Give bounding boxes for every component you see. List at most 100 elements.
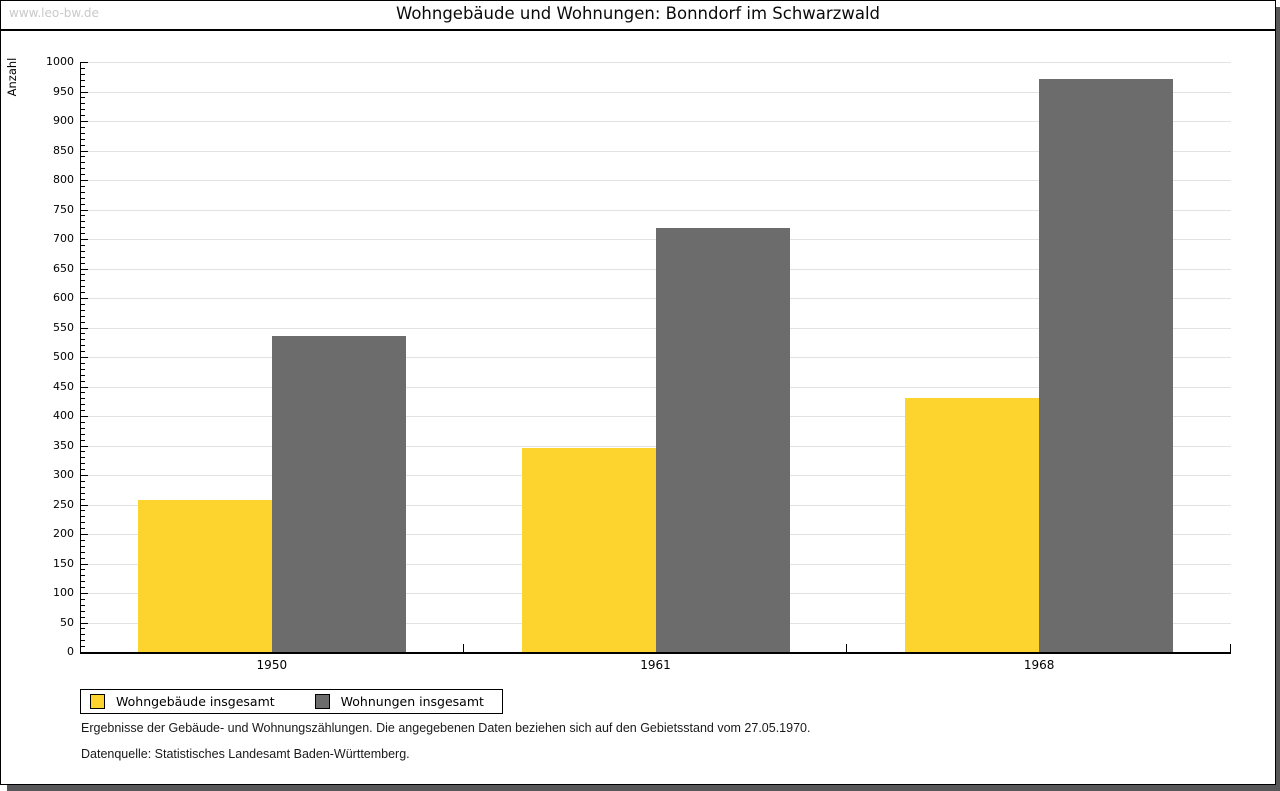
y-minor-tick [81,262,85,264]
gridline [81,180,1231,181]
y-minor-tick [81,345,85,347]
y-minor-tick [81,292,85,294]
y-tick-label: 100 [53,586,74,599]
y-tick-label: 850 [53,143,74,157]
y-minor-tick [81,144,85,146]
y-minor-tick [81,563,88,565]
gridline [81,91,1231,93]
y-minor-tick [81,126,85,128]
y-minor-tick [81,374,85,376]
y-tick-label: 700 [53,232,74,245]
x-boundary-tick [1230,644,1231,652]
y-minor-tick [81,404,85,406]
y-tick-label: 800 [53,173,74,186]
y-minor-tick [81,256,85,258]
y-tick-label: 1000 [46,55,74,68]
y-minor-tick [81,315,85,317]
y-minor-tick [81,197,85,199]
y-minor-tick [81,191,85,193]
y-minor-tick [81,357,88,358]
legend: Wohngebäude insgesamt Wohnungen insgesam… [80,689,503,714]
y-minor-tick [81,575,85,577]
y-minor-tick [81,516,85,518]
y-minor-tick [81,433,85,435]
y-minor-tick [81,421,85,423]
y-minor-tick [81,569,85,571]
y-minor-tick [81,522,85,524]
y-minor-tick [81,239,88,240]
y-minor-tick [81,244,85,246]
y-tick-label: 650 [53,261,74,275]
y-minor-tick [81,528,85,530]
y-minor-tick [81,203,85,205]
y-tick-label: 50 [60,615,74,629]
x-boundary-tick [846,644,848,652]
footnote-datenquelle: Datenquelle: Statistisches Landesamt Bad… [81,747,410,761]
y-minor-tick [81,67,85,69]
y-minor-tick [81,492,85,494]
bar-wohnungen-1961 [655,227,790,652]
y-minor-tick [81,486,85,488]
x-boundary-tick [462,644,464,652]
y-minor-tick [81,545,85,547]
y-minor-tick [81,622,88,624]
y-minor-tick [81,362,85,364]
y-minor-tick [81,221,85,223]
y-minor-tick [81,463,85,465]
bar-wohngebäude-1950 [137,499,272,652]
gridline [81,209,1231,211]
y-minor-tick [81,156,85,158]
y-tick-label: 550 [53,320,74,334]
y-minor-tick [81,233,85,235]
y-minor-tick [81,185,85,187]
y-minor-tick [81,604,85,606]
legend-item-wohnungen: Wohnungen insgesamt [314,694,484,709]
y-minor-tick [81,581,85,583]
y-minor-tick [81,109,85,111]
y-tick-label: 200 [53,527,74,540]
y-minor-tick [81,445,88,447]
footnotes: Ergebnisse der Gebäude- und Wohnungszähl… [81,721,810,773]
y-minor-tick [81,439,85,441]
y-tick-label: 900 [53,114,74,127]
y-minor-tick [81,268,88,270]
x-category-label: 1950 [256,658,288,672]
y-minor-tick [81,380,85,382]
y-minor-tick [81,539,85,541]
y-minor-tick [81,640,85,642]
y-minor-tick [81,79,85,81]
y-minor-tick [81,628,85,630]
y-minor-tick [81,103,85,105]
x-axis-line [80,652,1231,654]
y-minor-tick [81,174,85,176]
y-minor-tick [81,280,85,282]
y-minor-tick [81,227,85,229]
y-minor-tick [81,587,85,589]
y-minor-tick [81,180,88,181]
plot-area [80,62,1231,654]
x-category-label: 1961 [640,658,671,672]
y-minor-tick [81,138,85,140]
y-minor-tick [81,97,85,99]
y-minor-tick [81,132,85,134]
y-axis-line [80,62,81,654]
y-minor-tick [81,168,85,170]
y-minor-tick [81,557,85,559]
y-minor-tick [81,274,85,276]
y-minor-tick [81,427,85,429]
y-tick-label: 750 [53,202,74,216]
y-minor-tick [81,451,85,453]
y-minor-tick [81,534,88,535]
gridline [81,150,1231,152]
y-minor-tick [81,115,85,117]
y-minor-tick [81,368,85,370]
y-tick-label: 950 [53,84,74,98]
y-minor-tick [81,333,85,335]
y-minor-tick [81,616,85,618]
y-minor-tick [81,91,88,93]
y-minor-tick [81,386,88,388]
y-minor-tick [81,351,85,353]
bar-wohngebäude-1968 [905,398,1040,652]
y-minor-tick [81,298,88,299]
